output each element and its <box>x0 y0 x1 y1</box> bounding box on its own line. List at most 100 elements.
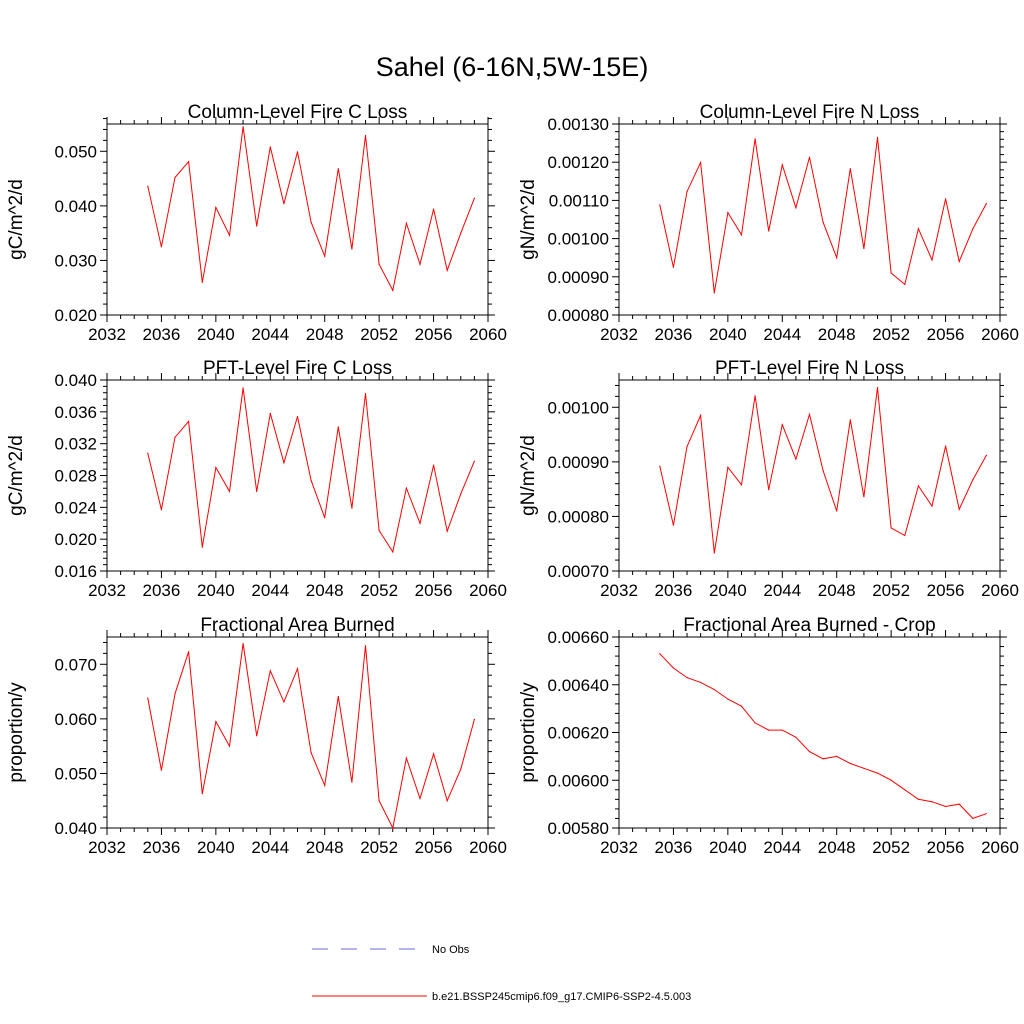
series-line <box>147 126 475 292</box>
data-point <box>242 126 244 128</box>
x-tick-label: 2036 <box>143 325 181 344</box>
y-tick-label: 0.00070 <box>548 562 609 581</box>
series-line <box>659 137 987 293</box>
x-tick-label: 2044 <box>763 325 801 344</box>
y-tick-label: 0.00640 <box>548 676 609 695</box>
data-point <box>863 496 865 498</box>
y-tick-label: 0.032 <box>54 435 97 454</box>
data-point <box>972 817 974 820</box>
x-tick-label: 2060 <box>469 325 507 344</box>
y-axis-label: proportion/y <box>518 682 539 783</box>
data-point <box>713 292 715 294</box>
data-point <box>392 289 394 292</box>
plot-frame <box>618 636 1001 829</box>
x-tick-label: 2036 <box>655 838 693 857</box>
data-point <box>256 490 258 493</box>
legend-obs-label: No Obs <box>432 944 470 956</box>
x-tick-label: 2040 <box>709 325 747 344</box>
y-tick-label: 0.040 <box>54 197 97 216</box>
data-point <box>836 755 838 757</box>
data-point <box>364 645 367 647</box>
data-point <box>364 134 367 137</box>
data-point <box>201 281 203 283</box>
data-point <box>836 510 838 512</box>
x-tick-label: 2052 <box>872 325 910 344</box>
x-tick-label: 2036 <box>655 325 693 344</box>
data-point <box>432 208 435 210</box>
data-point <box>890 527 892 529</box>
data-point <box>985 202 987 205</box>
data-point <box>700 681 702 683</box>
data-point <box>958 803 960 805</box>
x-tick-label: 2040 <box>197 838 235 857</box>
data-point <box>460 768 462 770</box>
data-point <box>972 228 974 230</box>
data-point <box>808 413 811 415</box>
data-point <box>160 246 163 248</box>
data-point <box>310 752 312 754</box>
y-tick-label: 0.050 <box>54 142 97 161</box>
data-point <box>904 534 906 537</box>
panel-grid: Column-Level Fire C Loss gC/m^2/d 2032 2036… <box>6 102 1019 857</box>
x-tick-label: 2040 <box>197 581 235 600</box>
data-point <box>795 458 797 460</box>
data-point <box>795 207 797 209</box>
data-point <box>228 234 231 236</box>
data-point <box>201 793 203 795</box>
data-point <box>405 757 407 759</box>
y-tick-label: 0.00100 <box>548 230 609 249</box>
data-point <box>446 269 448 271</box>
y-tick-label: 0.00090 <box>548 453 609 472</box>
x-tick-label: 2060 <box>469 838 507 857</box>
data-point <box>659 204 661 206</box>
data-point <box>228 490 231 493</box>
data-point <box>822 469 824 472</box>
chart-panel-6: Fractional Area Burned - Crop proportion/… <box>518 615 1019 857</box>
x-tick-label: 2048 <box>306 325 344 344</box>
panel-title: Fractional Area Burned <box>200 615 394 636</box>
data-point <box>686 445 688 448</box>
data-point <box>174 693 176 695</box>
data-point <box>917 485 919 487</box>
data-point <box>324 517 326 519</box>
chart-panel-1: Column-Level Fire C Loss gC/m^2/d 2032 2036… <box>6 102 507 344</box>
data-point <box>727 466 729 468</box>
data-point <box>392 827 394 829</box>
x-tick-label: 2052 <box>360 838 398 857</box>
data-point <box>337 168 339 170</box>
y-tick-label: 0.070 <box>54 655 97 674</box>
y-tick-label: 0.040 <box>54 371 97 390</box>
data-point <box>310 221 312 223</box>
data-point <box>931 801 933 803</box>
y-axis-label: proportion/y <box>6 682 27 783</box>
data-point <box>931 505 933 507</box>
data-point <box>863 767 865 769</box>
data-point <box>836 257 838 259</box>
data-point <box>147 697 149 699</box>
data-point <box>904 789 906 791</box>
data-point <box>160 509 163 511</box>
x-tick-label: 2044 <box>763 838 801 857</box>
x-tick-label: 2048 <box>306 581 344 600</box>
y-tick-label: 0.016 <box>54 562 97 581</box>
y-tick-label: 0.00120 <box>548 153 609 172</box>
panel-title: PFT-Level Fire C Loss <box>203 358 392 379</box>
data-point <box>188 651 190 653</box>
x-tick-label: 2032 <box>600 838 638 857</box>
data-point <box>876 772 879 774</box>
y-axis-label: gC/m^2/d <box>6 435 27 516</box>
data-point <box>378 263 380 265</box>
x-tick-label: 2056 <box>927 838 965 857</box>
data-point <box>972 479 974 481</box>
y-tick-label: 0.00110 <box>549 191 609 210</box>
x-tick-label: 2044 <box>763 581 801 600</box>
x-tick-label: 2036 <box>143 838 181 857</box>
data-point <box>686 191 688 193</box>
data-point <box>473 460 475 462</box>
data-point <box>147 452 149 454</box>
x-tick-label: 2036 <box>655 581 693 600</box>
y-tick-label: 0.00620 <box>548 724 609 743</box>
data-point <box>419 522 421 524</box>
data-point <box>460 232 462 234</box>
x-tick-label: 2044 <box>251 325 289 344</box>
